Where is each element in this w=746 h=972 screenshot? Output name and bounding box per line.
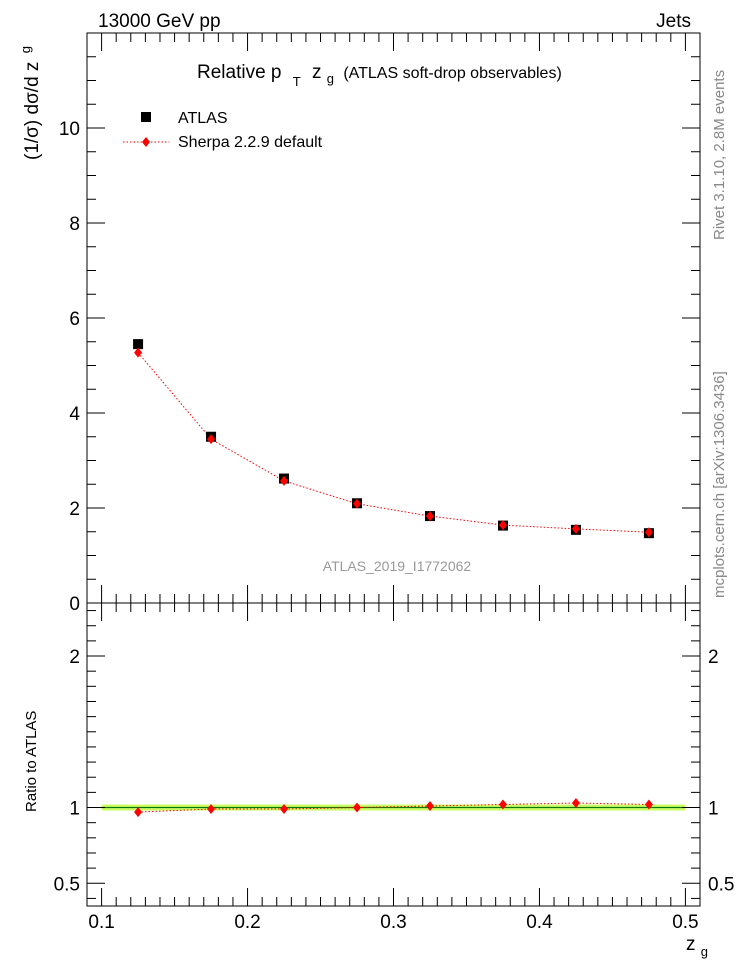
x-tick-label: 0.3 — [380, 912, 406, 933]
main-y-tick-label: 8 — [69, 214, 80, 235]
ratio-y-tick-label: 2 — [69, 647, 80, 668]
main-y-label-text: (1/σ) dσ/d z — [22, 62, 43, 160]
ratio-sherpa-point — [207, 804, 216, 815]
ratio-sherpa-point — [644, 799, 653, 810]
ratio-sherpa-point — [571, 797, 580, 808]
ratio-plot-frame — [86, 602, 701, 907]
legend-sherpa-label: Sherpa 2.2.9 default — [178, 134, 323, 151]
rivet-label: Rivet 3.1.10, 2.8M events — [711, 70, 728, 240]
main-y-tick-label: 10 — [59, 119, 80, 140]
ratio-sherpa-point — [425, 801, 434, 812]
energy-label: 13000 GeV pp — [98, 11, 221, 32]
x-axis-label: z g — [686, 934, 708, 959]
title-z: z — [312, 62, 322, 83]
x-tick-label: 0.5 — [672, 912, 698, 933]
main-y-label: (1/σ) dσ/d z g — [18, 46, 43, 160]
category-label: Jets — [656, 11, 691, 32]
sherpa-point — [207, 434, 216, 445]
main-y-ticks: 0 2 4 6 8 10 — [59, 32, 700, 615]
title-sub-t: T — [293, 74, 301, 89]
legend-sherpa-marker — [142, 137, 150, 147]
sherpa-point — [353, 498, 362, 509]
x-axis-label-text: z — [686, 934, 696, 955]
main-y-tick-label: 4 — [69, 404, 80, 425]
x-tick-label: 0.1 — [88, 912, 114, 933]
atlas-point — [133, 339, 144, 350]
ratio-sherpa-point — [134, 807, 143, 818]
main-x-ticks — [101, 33, 686, 603]
plot-title: Relative p T z g (ATLAS soft-drop observ… — [197, 62, 562, 91]
main-y-label-sub: g — [18, 46, 33, 53]
analysis-watermark: ATLAS_2019_I1772062 — [323, 558, 472, 574]
main-y-tick-label: 2 — [69, 499, 80, 520]
ratio-y-label: Ratio to ATLAS — [23, 711, 40, 812]
ratio-y-tick-label-right: 1 — [708, 799, 719, 820]
x-axis-label-sub: g — [701, 944, 708, 959]
sherpa-point — [134, 347, 143, 358]
sherpa-point — [280, 475, 289, 486]
legend-atlas-label: ATLAS — [178, 110, 228, 127]
legend-atlas-marker — [141, 112, 151, 122]
mcplots-label: mcplots.cern.ch [arXiv:1306.3436] — [711, 371, 728, 598]
ratio-sherpa-point — [280, 804, 289, 815]
main-panel: 0 2 4 6 8 10 Relative p T z g (ATLAS soft-dro… — [18, 32, 701, 615]
title-sub-g: g — [327, 71, 334, 86]
x-tick-label: 0.4 — [526, 912, 553, 933]
title-rest: (ATLAS soft-drop observables) — [343, 65, 561, 82]
sherpa-point — [571, 523, 580, 534]
sherpa-point — [498, 520, 507, 531]
ratio-y-tick-label: 1 — [69, 799, 80, 820]
title-main: Relative p — [197, 62, 282, 83]
ratio-panel: 0.5 0.5 1 1 2 2 0.1 0.2 0.3 0.4 0.5 Ratio to ATLA… — [23, 602, 734, 959]
ratio-x-ticks: 0.1 0.2 0.3 0.4 0.5 — [88, 603, 699, 933]
x-tick-label: 0.2 — [234, 912, 260, 933]
sherpa-point — [425, 511, 434, 522]
ratio-data-layer — [134, 797, 653, 818]
sherpa-point — [644, 527, 653, 538]
ratio-y-ticks: 0.5 0.5 1 1 2 2 — [54, 610, 734, 899]
main-y-tick-label: 0 — [69, 594, 80, 615]
sherpa-line — [137, 352, 649, 533]
main-y-tick-label: 6 — [69, 309, 80, 330]
main-data-layer — [133, 339, 654, 539]
ratio-sherpa-line — [138, 802, 649, 813]
ratio-y-tick-label-right: 2 — [708, 647, 719, 668]
ratio-sherpa-point — [498, 799, 507, 810]
ratio-reference-band — [101, 804, 686, 811]
legend: ATLAS Sherpa 2.2.9 default — [123, 110, 323, 151]
ratio-sherpa-point — [353, 802, 362, 813]
ratio-y-tick-label: 0.5 — [54, 874, 80, 895]
ratio-y-tick-label-right: 0.5 — [708, 874, 734, 895]
